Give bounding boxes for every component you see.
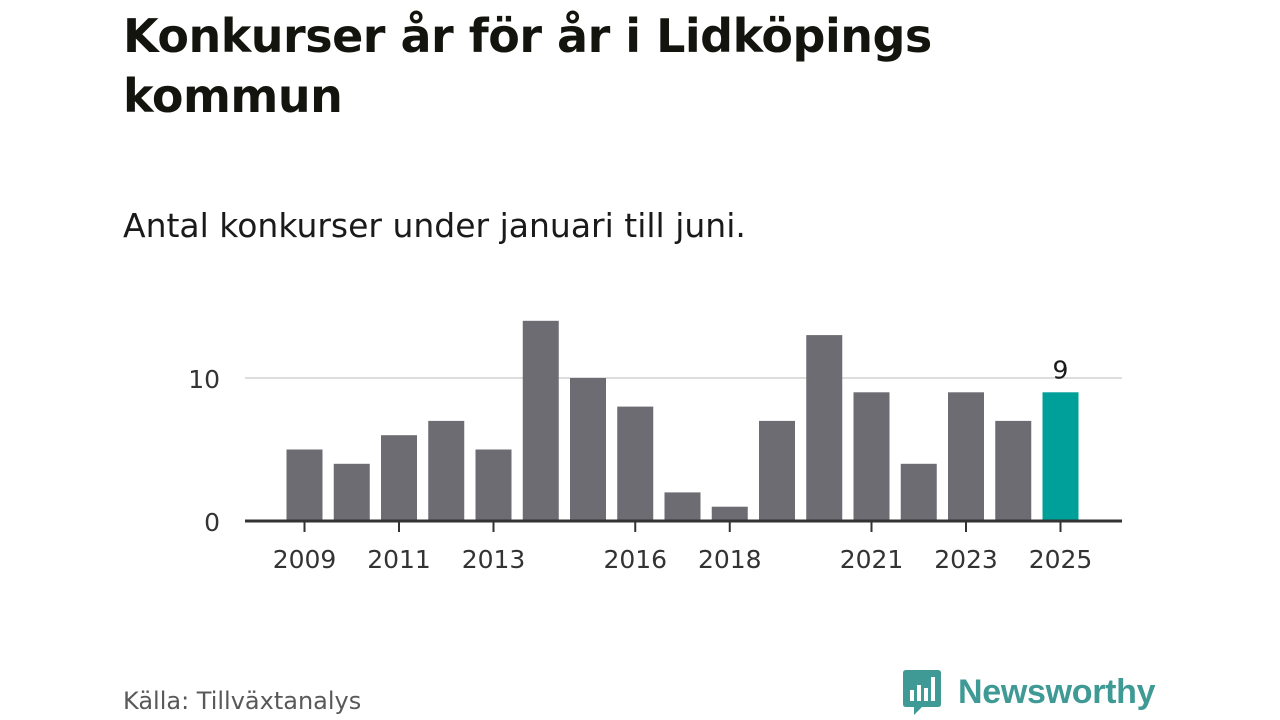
x-tick-label: 2011 xyxy=(367,545,431,574)
brand-logo: Newsworthy xyxy=(902,668,1156,716)
bar-2023 xyxy=(948,392,984,521)
bar-2019 xyxy=(759,420,795,521)
bar-2015 xyxy=(570,378,606,521)
bar-2011 xyxy=(381,435,417,521)
bar-2010 xyxy=(333,463,370,521)
y-tick-label: 0 xyxy=(204,508,220,537)
bar-2009 xyxy=(286,449,323,521)
x-tick-label: 2013 xyxy=(462,545,526,574)
y-tick-label: 10 xyxy=(188,365,220,394)
x-tick-label: 2016 xyxy=(603,545,667,574)
source-note: Källa: Tillväxtanalys xyxy=(123,687,362,715)
x-tick-label: 2021 xyxy=(840,545,904,574)
x-tick-label: 2018 xyxy=(698,545,762,574)
bar-2016 xyxy=(617,406,654,521)
bar-2022 xyxy=(900,463,937,521)
bar-2025 xyxy=(1042,392,1079,521)
data-label-2025: 9 xyxy=(1053,355,1069,384)
bar-2021 xyxy=(853,392,890,521)
chart-title: Konkurser år för år i Lidköpings kommun xyxy=(123,9,932,123)
axes xyxy=(245,519,1122,532)
bar-2018 xyxy=(711,506,748,521)
bar-2024 xyxy=(995,420,1032,521)
bar-2012 xyxy=(428,420,465,521)
bar-2020 xyxy=(806,335,843,521)
labels: 0 10 2009 2011 2013 2016 2018 2021 2023 2025 9 xyxy=(188,355,1092,574)
bar-2014 xyxy=(522,320,559,521)
x-tick-label: 2009 xyxy=(273,545,337,574)
bar-2017 xyxy=(664,492,701,521)
chart-subtitle: Antal konkurser under januari till juni. xyxy=(123,206,746,245)
bars xyxy=(286,320,1079,521)
x-tick-label: 2023 xyxy=(934,545,998,574)
brand-name: Newsworthy xyxy=(958,672,1156,711)
x-tick-label: 2025 xyxy=(1029,545,1093,574)
bar-2013 xyxy=(475,449,512,521)
bar-chart-speech-bubble-icon xyxy=(903,670,941,715)
